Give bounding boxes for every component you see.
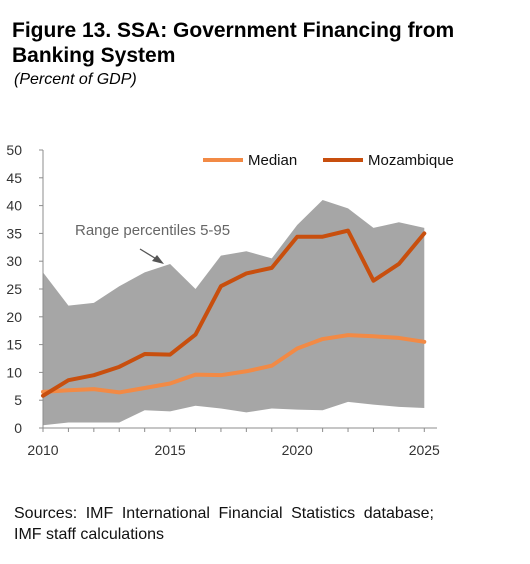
x-tick-label: 2020: [282, 442, 313, 458]
y-tick-label: 35: [6, 225, 22, 241]
series-line-mozambique: [41, 228, 427, 398]
source-note: Sources: IMF International Financial Sta…: [14, 505, 434, 543]
range-annotation: Range percentiles 5-95: [75, 222, 230, 264]
x-tick-label: 2015: [155, 442, 186, 458]
chart-title: Figure 13. SSA: Government Financing fro…: [12, 19, 455, 67]
x-tick-label: 2025: [409, 442, 440, 458]
series-line-median: [41, 333, 427, 395]
x-tick-label: 2010: [27, 442, 58, 458]
y-tick-label: 50: [6, 142, 22, 158]
y-tick-label: 40: [6, 198, 22, 214]
y-tick-label: 10: [6, 364, 22, 380]
y-tick-label: 15: [6, 337, 22, 353]
chart-subtitle: (Percent of GDP): [14, 71, 137, 88]
legend-label-mozambique: Mozambique: [368, 152, 454, 169]
y-tick-label: 5: [14, 392, 22, 408]
y-tick-label: 45: [6, 170, 22, 186]
y-tick-label: 25: [6, 281, 22, 297]
y-tick-label: 20: [6, 309, 22, 325]
legend-label-median: Median: [248, 152, 297, 169]
y-tick-label: 30: [6, 253, 22, 269]
annotation-arrow-head: [152, 255, 164, 264]
range-band: [43, 200, 425, 426]
y-tick-label: 0: [14, 420, 22, 436]
range-annotation-label: Range percentiles 5-95: [75, 222, 230, 239]
legend: Median Mozambique: [203, 152, 454, 169]
